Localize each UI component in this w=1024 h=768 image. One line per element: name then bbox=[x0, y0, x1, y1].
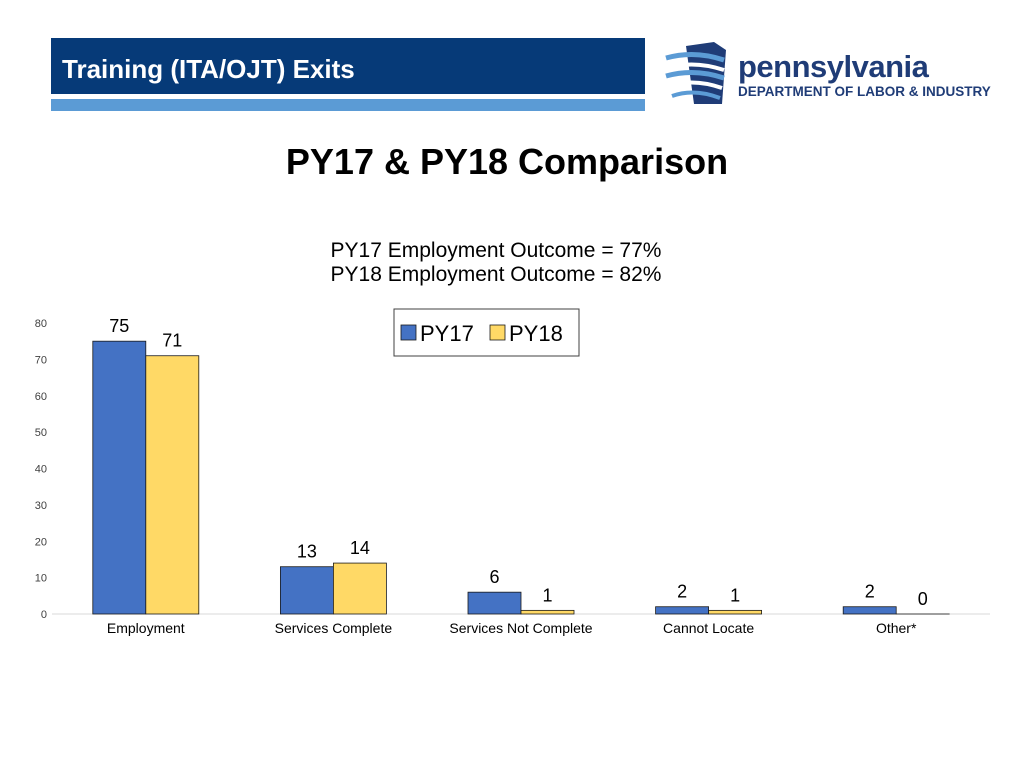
keystone-logo-icon bbox=[665, 42, 726, 104]
data-label: 14 bbox=[350, 538, 370, 558]
bar-py17 bbox=[467, 591, 522, 615]
header-stripe bbox=[51, 99, 645, 111]
logo-department: DEPARTMENT OF LABOR & INDUSTRY bbox=[738, 84, 991, 99]
data-label: 2 bbox=[865, 582, 875, 602]
header-title: Training (ITA/OJT) Exits bbox=[62, 54, 355, 84]
logo-name: pennsylvania bbox=[738, 49, 929, 84]
y-tick-label: 20 bbox=[35, 536, 47, 548]
y-tick-label: 30 bbox=[35, 500, 47, 512]
category-label: Services Complete bbox=[275, 620, 393, 636]
y-tick-label: 10 bbox=[35, 573, 47, 585]
data-label: 75 bbox=[109, 316, 129, 336]
header-bar bbox=[51, 38, 645, 94]
bar-py17 bbox=[842, 606, 897, 615]
y-tick-label: 80 bbox=[35, 318, 47, 330]
bar-py18 bbox=[145, 355, 200, 615]
y-tick-label: 70 bbox=[35, 354, 47, 366]
category-label: Employment bbox=[107, 620, 185, 636]
data-label: 71 bbox=[162, 331, 182, 351]
legend-box bbox=[393, 308, 580, 357]
data-label: 6 bbox=[489, 567, 499, 587]
data-label: 1 bbox=[730, 585, 740, 605]
chart-title-line: PY18 Employment Outcome = 82% bbox=[331, 263, 662, 286]
chart-title-line: PY17 Employment Outcome = 77% bbox=[331, 239, 662, 262]
bar-chart: PY17 Employment Outcome = 77%PY18 Employ… bbox=[35, 239, 990, 636]
data-label: 1 bbox=[542, 585, 552, 605]
data-label: 0 bbox=[918, 589, 928, 609]
category-label: Cannot Locate bbox=[663, 620, 754, 636]
y-tick-label: 40 bbox=[35, 464, 47, 476]
bar-py18 bbox=[520, 609, 575, 615]
data-label: 2 bbox=[677, 582, 687, 602]
y-tick-label: 60 bbox=[35, 391, 47, 403]
category-label: Services Not Complete bbox=[449, 620, 592, 636]
bar-py17 bbox=[655, 606, 709, 615]
y-tick-label: 0 bbox=[41, 609, 47, 621]
bar-py17 bbox=[92, 340, 147, 615]
bar-py18 bbox=[708, 609, 762, 615]
legend-label: PY17 bbox=[420, 321, 474, 346]
legend-label: PY18 bbox=[509, 321, 563, 346]
category-label: Other* bbox=[876, 620, 917, 636]
bar-py18 bbox=[332, 562, 387, 615]
data-label: 13 bbox=[297, 542, 317, 562]
y-tick-label: 50 bbox=[35, 427, 47, 439]
bar-py17 bbox=[279, 566, 334, 615]
legend-swatch-py18 bbox=[489, 324, 506, 341]
slide-title: PY17 & PY18 Comparison bbox=[285, 141, 729, 182]
legend-swatch-py17 bbox=[400, 324, 417, 341]
